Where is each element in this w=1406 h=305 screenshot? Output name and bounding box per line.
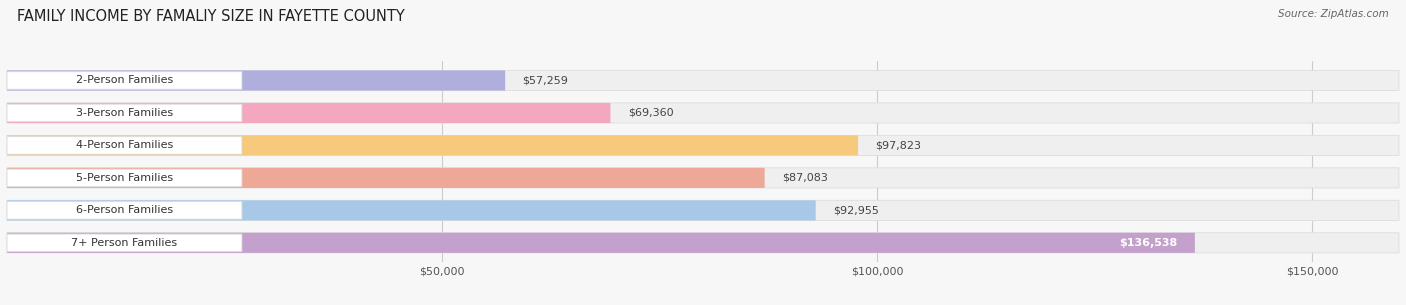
FancyBboxPatch shape <box>7 169 242 187</box>
FancyBboxPatch shape <box>7 168 1399 188</box>
FancyBboxPatch shape <box>7 168 765 188</box>
Text: 3-Person Families: 3-Person Families <box>76 108 173 118</box>
FancyBboxPatch shape <box>7 200 1399 221</box>
Text: $87,083: $87,083 <box>782 173 828 183</box>
Text: $97,823: $97,823 <box>876 140 921 150</box>
Text: 7+ Person Families: 7+ Person Families <box>72 238 177 248</box>
FancyBboxPatch shape <box>7 233 1195 253</box>
FancyBboxPatch shape <box>7 104 242 122</box>
Text: 2-Person Families: 2-Person Families <box>76 75 173 85</box>
FancyBboxPatch shape <box>7 135 858 156</box>
FancyBboxPatch shape <box>7 233 1399 253</box>
FancyBboxPatch shape <box>7 200 815 221</box>
FancyBboxPatch shape <box>7 103 1399 123</box>
Text: $57,259: $57,259 <box>523 75 568 85</box>
Text: $136,538: $136,538 <box>1119 238 1177 248</box>
FancyBboxPatch shape <box>7 137 242 154</box>
Text: $92,955: $92,955 <box>834 205 879 215</box>
Text: $69,360: $69,360 <box>628 108 673 118</box>
Text: 4-Person Families: 4-Person Families <box>76 140 173 150</box>
FancyBboxPatch shape <box>7 234 242 252</box>
FancyBboxPatch shape <box>7 72 242 89</box>
FancyBboxPatch shape <box>7 70 1399 91</box>
FancyBboxPatch shape <box>7 202 242 219</box>
FancyBboxPatch shape <box>7 103 610 123</box>
Text: 6-Person Families: 6-Person Families <box>76 205 173 215</box>
Text: Source: ZipAtlas.com: Source: ZipAtlas.com <box>1278 9 1389 19</box>
Text: 5-Person Families: 5-Person Families <box>76 173 173 183</box>
FancyBboxPatch shape <box>7 70 505 91</box>
FancyBboxPatch shape <box>7 135 1399 156</box>
Text: FAMILY INCOME BY FAMALIY SIZE IN FAYETTE COUNTY: FAMILY INCOME BY FAMALIY SIZE IN FAYETTE… <box>17 9 405 24</box>
